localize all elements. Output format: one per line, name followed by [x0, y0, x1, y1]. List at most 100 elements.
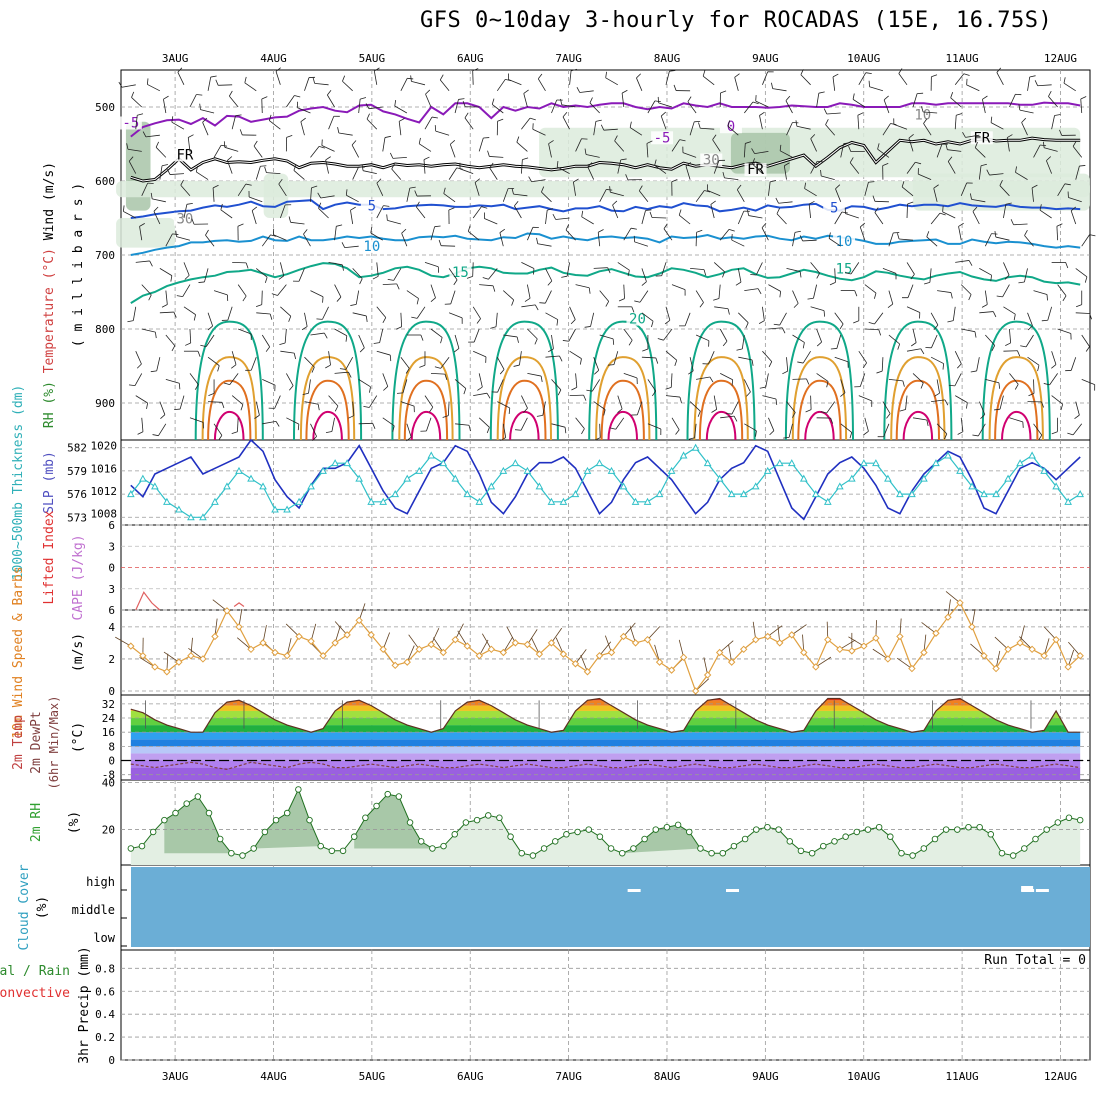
- wind-barb: [636, 401, 643, 415]
- thickness-point: [151, 482, 159, 490]
- wind-barb-flag: [167, 168, 171, 175]
- wind-barb: [654, 165, 667, 174]
- wind-barb-flag: [180, 179, 184, 186]
- wind-barb: [762, 306, 765, 321]
- wind-barb-flag: [137, 113, 144, 116]
- wind-barb-flag: [852, 93, 855, 100]
- rh-point: [250, 845, 257, 852]
- wind-barb: [931, 334, 938, 348]
- wind-barb: [864, 417, 869, 432]
- wind-speed-point: [331, 639, 339, 647]
- wind-barb-flag: [727, 308, 730, 315]
- wind-barb-flag: [751, 148, 755, 154]
- wind-barb: [527, 227, 534, 241]
- wind-barb: [623, 328, 633, 341]
- thickness-point: [187, 513, 195, 521]
- wind-barb: [912, 417, 927, 421]
- wind-barb-flag: [642, 348, 649, 352]
- contour-label: 5: [368, 198, 376, 214]
- wind-barb-flag: [651, 321, 654, 328]
- wind-barb: [995, 236, 1010, 241]
- wind-barb: [665, 350, 677, 361]
- wind-barb-flag: [651, 390, 657, 397]
- rh-point: [753, 826, 760, 833]
- wind-barb: [1027, 312, 1033, 327]
- wind-barb: [966, 84, 980, 92]
- wind-speed-point: [499, 648, 508, 657]
- wind-barb: [1024, 235, 1034, 247]
- rh-peak-shade: [354, 794, 433, 849]
- wind-barb: [352, 401, 355, 416]
- wind-barb-flag: [779, 144, 782, 151]
- wind-barb-flag: [401, 228, 407, 234]
- wind-barb: [521, 262, 535, 269]
- wind-barb-flag: [541, 186, 545, 193]
- warm-contour: [305, 379, 350, 441]
- surface-wind-barb: [358, 603, 366, 621]
- date-label-top: 7AUG: [555, 52, 582, 65]
- wind-barb-flag: [278, 275, 284, 280]
- wind-barb-flag: [679, 139, 686, 142]
- wind-speed-point: [1004, 645, 1012, 654]
- wind-barb-flag: [581, 210, 584, 217]
- contour-label-bg: [823, 201, 846, 215]
- date-label-top: 5AUG: [359, 52, 386, 65]
- wind-barb: [551, 99, 558, 114]
- wind-barb: [695, 190, 705, 203]
- wind-barb: [826, 112, 841, 115]
- wind-barb: [575, 284, 590, 289]
- wind-barb-flag: [832, 73, 839, 78]
- thickness-point: [439, 459, 448, 467]
- warm-contour: [895, 379, 940, 441]
- rh-point: [563, 831, 570, 838]
- wind-barb: [376, 205, 384, 219]
- wind-barb: [1027, 76, 1031, 91]
- wind-barb: [227, 306, 233, 321]
- wind-barb-flag: [136, 363, 142, 369]
- wind-barb-flag: [458, 98, 465, 100]
- wind-barb-flag: [1010, 219, 1014, 225]
- rh-tick-label: 40: [102, 776, 115, 789]
- surface-wind-barb: [551, 627, 563, 644]
- wind-barb-flag: [312, 77, 316, 84]
- wind-barb: [713, 395, 718, 410]
- date-label-top: 4AUG: [260, 52, 287, 65]
- wind-barb: [881, 357, 884, 372]
- wind-barb: [159, 401, 166, 415]
- wind-barb-flag: [508, 407, 511, 414]
- wind-barb: [840, 379, 846, 393]
- lifted-index-tick-label: 6: [108, 519, 115, 532]
- thickness-point: [223, 482, 231, 490]
- wind-barb: [459, 168, 474, 174]
- wind-barb-flag: [152, 434, 159, 437]
- wind-barb: [788, 423, 793, 438]
- wind-barb-flag: [534, 338, 538, 345]
- wind-barb: [707, 189, 721, 197]
- wind-barb: [918, 173, 932, 180]
- wind-barb-flag: [127, 320, 134, 323]
- wind-barb-flag: [170, 275, 173, 282]
- wind-barb-flag: [418, 137, 421, 144]
- wind-barb: [923, 111, 938, 114]
- wind-barb: [179, 395, 185, 410]
- wind-barb: [352, 268, 363, 279]
- wind-barb-flag: [472, 68, 479, 72]
- wind-speed-point: [715, 648, 724, 657]
- wind-barb: [734, 77, 739, 91]
- wind-barb-flag: [816, 341, 822, 347]
- wind-barb-flag: [1056, 223, 1063, 227]
- temp-tick-label: 8: [108, 740, 115, 753]
- wind-barb: [269, 120, 281, 130]
- lifted-index-tick-label: 3: [108, 583, 115, 596]
- wind-barb: [183, 204, 188, 219]
- wind-barb: [479, 284, 494, 287]
- wind-barb-flag: [820, 169, 822, 177]
- surface-wind-barb: [719, 640, 734, 653]
- temp-tick-label: -8: [102, 769, 115, 782]
- wind-barb-flag: [244, 76, 247, 83]
- wind-barb: [430, 226, 435, 241]
- wind-barb-flag: [312, 436, 317, 442]
- wind-barb: [229, 95, 239, 108]
- surface-wind-barb: [285, 623, 300, 637]
- wind-barb-flag: [1018, 281, 1025, 284]
